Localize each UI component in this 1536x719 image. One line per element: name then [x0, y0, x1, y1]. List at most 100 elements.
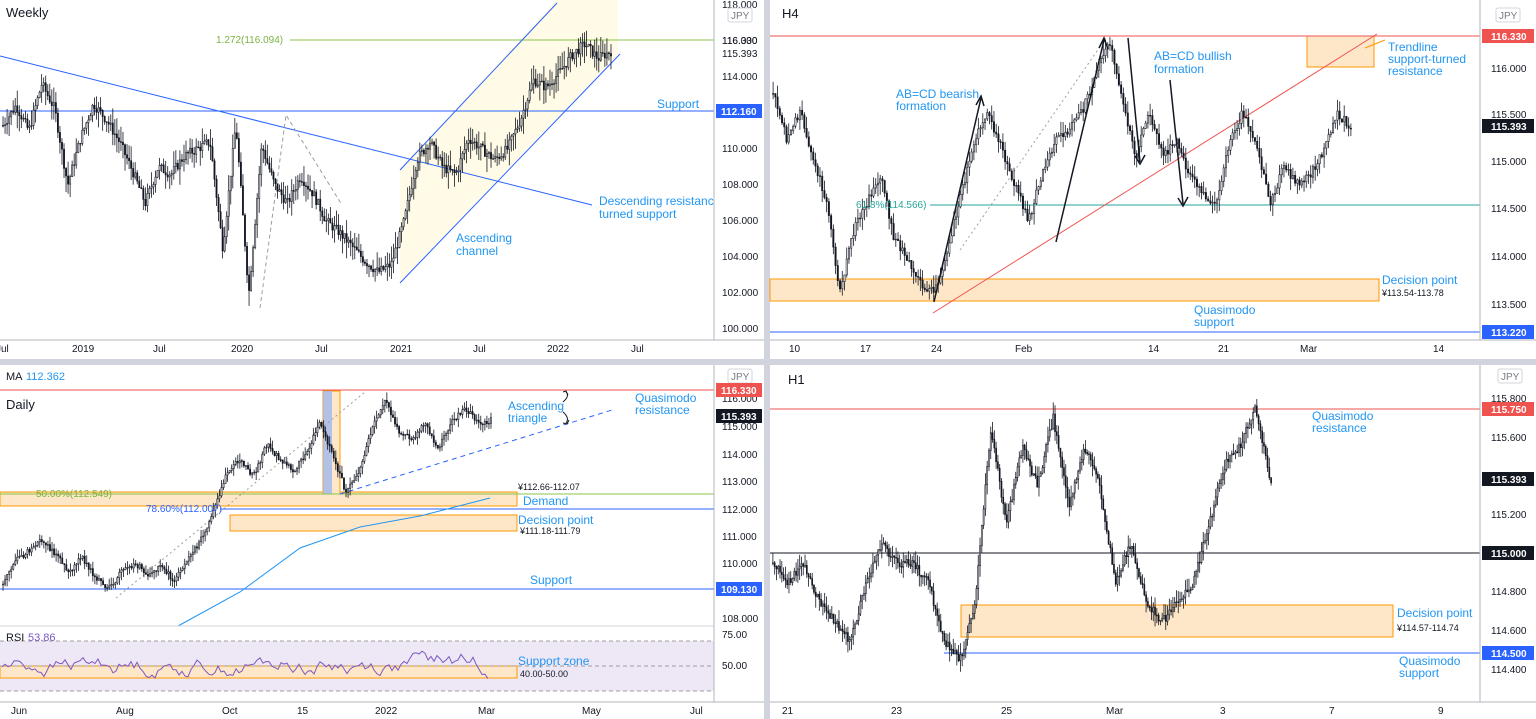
daily-price-label: 114.000	[722, 450, 758, 461]
candle-body	[888, 548, 890, 557]
h1-currency-badge[interactable]: JPY	[1497, 368, 1523, 384]
candle-body	[36, 541, 39, 546]
candle-body	[1075, 117, 1078, 121]
candle-body	[262, 148, 265, 151]
candle-body	[436, 445, 439, 449]
candle-body	[429, 143, 431, 150]
candle-body	[1073, 482, 1076, 494]
candle-body	[1232, 453, 1235, 455]
candle-body	[203, 140, 206, 144]
weekly-support-label: Support	[657, 97, 700, 111]
candle-body	[16, 105, 19, 113]
candle-body	[928, 288, 931, 292]
candle-body	[50, 101, 53, 106]
candle-body	[880, 543, 883, 551]
candle-body	[1084, 448, 1087, 453]
daily-price-tag-115393: 115.393	[716, 409, 762, 423]
h4-currency-badge[interactable]: JPY	[1495, 7, 1521, 23]
candle-body	[1088, 453, 1090, 455]
candle-body	[238, 460, 241, 464]
candle-body	[1159, 620, 1162, 622]
weekly-time-label: Jul	[0, 344, 9, 355]
daily-currency-badge[interactable]: JPY	[727, 368, 753, 384]
candle-body	[838, 621, 840, 631]
candle-body	[1006, 161, 1009, 165]
candle-body	[457, 169, 460, 172]
candle-body	[420, 425, 423, 432]
h1-time-label: 23	[891, 706, 903, 717]
candle-body	[373, 420, 376, 428]
candle-body	[579, 42, 582, 55]
candle-body	[147, 573, 149, 577]
candle-body	[87, 119, 90, 124]
candle-body	[355, 476, 358, 481]
candle-body	[318, 422, 321, 428]
h4-panel[interactable]: H4 AB=CD bearish formation AB=CD bullish…	[769, 0, 1536, 355]
candle-body	[4, 579, 6, 585]
candle-body	[957, 206, 960, 218]
candle-body	[1316, 163, 1319, 170]
candle-body	[191, 147, 194, 154]
candle-body	[591, 45, 594, 57]
candle-body	[832, 228, 835, 248]
candle-body	[1200, 551, 1203, 563]
candle-body	[469, 411, 472, 414]
candle-body	[877, 549, 880, 556]
candle-body	[171, 578, 174, 582]
candle-body	[467, 139, 470, 144]
candle-body	[1276, 187, 1279, 194]
candle-body	[807, 136, 810, 147]
candle-body	[261, 453, 264, 463]
daily-panel[interactable]: MA 112.362 Daily Ascending triangle Quas…	[0, 365, 764, 717]
candle-body	[326, 436, 329, 445]
candle-body	[593, 51, 596, 57]
candle-body	[1332, 122, 1335, 134]
candle-body	[930, 286, 933, 289]
candle-body	[303, 181, 305, 187]
candle-body	[1111, 45, 1114, 51]
candle-body	[834, 622, 837, 624]
candle-body	[968, 160, 971, 168]
candle-body	[32, 109, 35, 126]
candle-body	[264, 150, 267, 160]
candle-body	[392, 257, 395, 262]
candle-body	[1225, 458, 1228, 470]
candle-body	[972, 612, 974, 619]
candle-body	[504, 145, 507, 158]
candle-body	[224, 474, 227, 484]
candle-body	[1189, 589, 1192, 591]
daily-qm-label-1: Quasimodo	[635, 391, 697, 405]
h1-panel[interactable]: H1 Quasimodo resistance Decision point ¥…	[770, 365, 1536, 717]
candle-body	[217, 197, 220, 213]
h1-price-axis-bg	[1480, 365, 1536, 702]
candle-body	[794, 117, 797, 127]
h4-trendline	[932, 33, 1378, 314]
candle-body	[606, 52, 608, 59]
candle-body	[948, 242, 951, 254]
daily-range-label: ¥112.66-112.07	[517, 482, 580, 492]
candle-body	[784, 578, 787, 581]
candle-body	[959, 654, 962, 662]
candle-body	[1034, 473, 1037, 477]
candle-body	[276, 183, 279, 192]
candle-body	[357, 249, 360, 252]
candle-body	[823, 603, 826, 608]
candle-body	[120, 141, 122, 143]
candle-body	[1021, 195, 1024, 210]
candle-body	[243, 460, 245, 467]
h4-price-label: 116.000	[1491, 64, 1527, 75]
candle-body	[879, 178, 882, 184]
candle-body	[923, 575, 926, 578]
candle-body	[1177, 601, 1180, 603]
candle-body	[1037, 186, 1040, 191]
h1-price-tag-114500: 114.500	[1482, 646, 1534, 660]
candle-body	[309, 188, 311, 191]
candle-body	[67, 569, 70, 573]
weekly-currency-badge[interactable]: JPY	[727, 7, 753, 23]
weekly-panel[interactable]: Weekly 1.272(116.094) Support Descending…	[0, 0, 764, 355]
candle-body	[22, 117, 25, 120]
candle-body	[355, 246, 358, 251]
candle-body	[65, 168, 67, 177]
candle-body	[148, 188, 151, 194]
candle-body	[1287, 169, 1290, 171]
